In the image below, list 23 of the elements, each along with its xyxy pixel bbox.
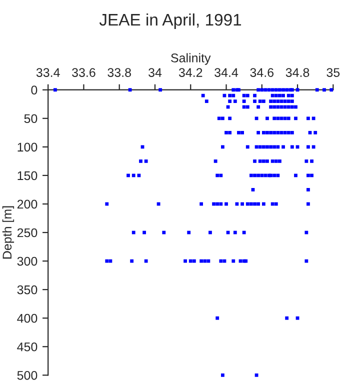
y-tick-label: 150 (18, 171, 38, 180)
y-tick-label: 450 (17, 342, 38, 352)
y-tick-label: 350 (17, 285, 38, 294)
y-tick-label: 200 (17, 200, 38, 209)
y-tick-label: 250 (17, 228, 38, 238)
x-tick-label: 33.4 (36, 68, 60, 77)
y-tick-label: 300 (17, 256, 38, 266)
x-tick-label: 34.2 (178, 68, 202, 77)
y-tick-label: 0 (31, 86, 38, 95)
x-tick-label: 34 (148, 68, 162, 77)
y-tick-label: 50 (24, 114, 38, 124)
y-tick-label: 400 (17, 314, 38, 323)
x-tick-label: 34.4 (214, 68, 238, 77)
x-tick-label: 33.6 (72, 68, 96, 77)
x-tick-label: 33.8 (108, 68, 131, 77)
x-axis-title: Salinity (171, 53, 211, 65)
chart-title: JEAE in April, 1991 (99, 13, 242, 29)
x-tick-label: 34.6 (250, 68, 274, 77)
x-tick-label: 34.8 (286, 68, 310, 77)
y-axis-title: Depth [m] (2, 206, 14, 259)
y-tick-label: 500 (17, 370, 38, 380)
y-tick-label: 100 (18, 142, 38, 152)
x-tick-label: 35 (326, 68, 340, 77)
